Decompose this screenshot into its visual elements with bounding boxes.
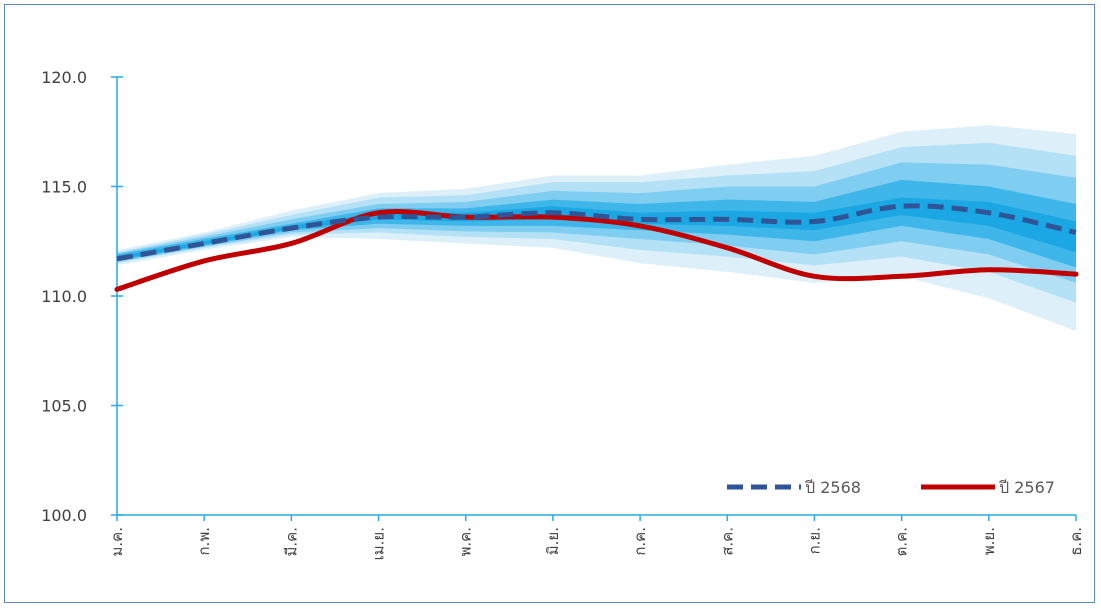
y-tick-label: 105.0 xyxy=(41,397,87,416)
y-tick-label: 110.0 xyxy=(41,287,87,306)
legend-label: ปี 2567 xyxy=(999,478,1055,497)
x-tick-label: มี.ค. xyxy=(282,527,300,556)
x-tick-label: ธ.ค. xyxy=(1067,527,1085,556)
x-tick-label: พ.ย. xyxy=(980,527,998,555)
y-tick-label: 115.0 xyxy=(41,178,87,197)
axes: 100.0 105.0 110.0 115.0 120.0 ม.ค. ก.พ. มี.ค. เม… xyxy=(41,68,1085,560)
x-tick-label: เม.ย. xyxy=(370,527,388,560)
series-lines xyxy=(114,203,1079,292)
x-tick-label: ก.ย. xyxy=(805,527,823,554)
x-tick-label: ส.ค. xyxy=(718,527,736,556)
legend: ปี 2568 ปี 2567 xyxy=(727,478,1055,497)
fan-band-4 xyxy=(117,197,1076,260)
y-tick-label: 120.0 xyxy=(41,68,87,87)
legend-label: ปี 2568 xyxy=(805,478,861,497)
fan-chart: 100.0 105.0 110.0 115.0 120.0 ม.ค. ก.พ. มี.ค. เม… xyxy=(41,68,1085,560)
chart-frame: 100.0 105.0 110.0 115.0 120.0 ม.ค. ก.พ. มี.ค. เม… xyxy=(4,4,1095,603)
fan-bands xyxy=(117,125,1076,332)
x-tick-label: ก.ค. xyxy=(631,527,649,556)
x-tick-label: ม.ค. xyxy=(108,527,126,556)
series-line-dashed xyxy=(116,203,1077,262)
x-tick-label: พ.ค. xyxy=(457,527,475,556)
series-line-solid xyxy=(114,208,1079,292)
fan-band-3 xyxy=(117,179,1076,268)
x-tick-label: มิ.ย. xyxy=(544,527,562,555)
y-tick-label: 100.0 xyxy=(41,506,87,525)
x-tick-label: ต.ค. xyxy=(893,527,911,556)
x-tick-label: ก.พ. xyxy=(195,527,213,556)
